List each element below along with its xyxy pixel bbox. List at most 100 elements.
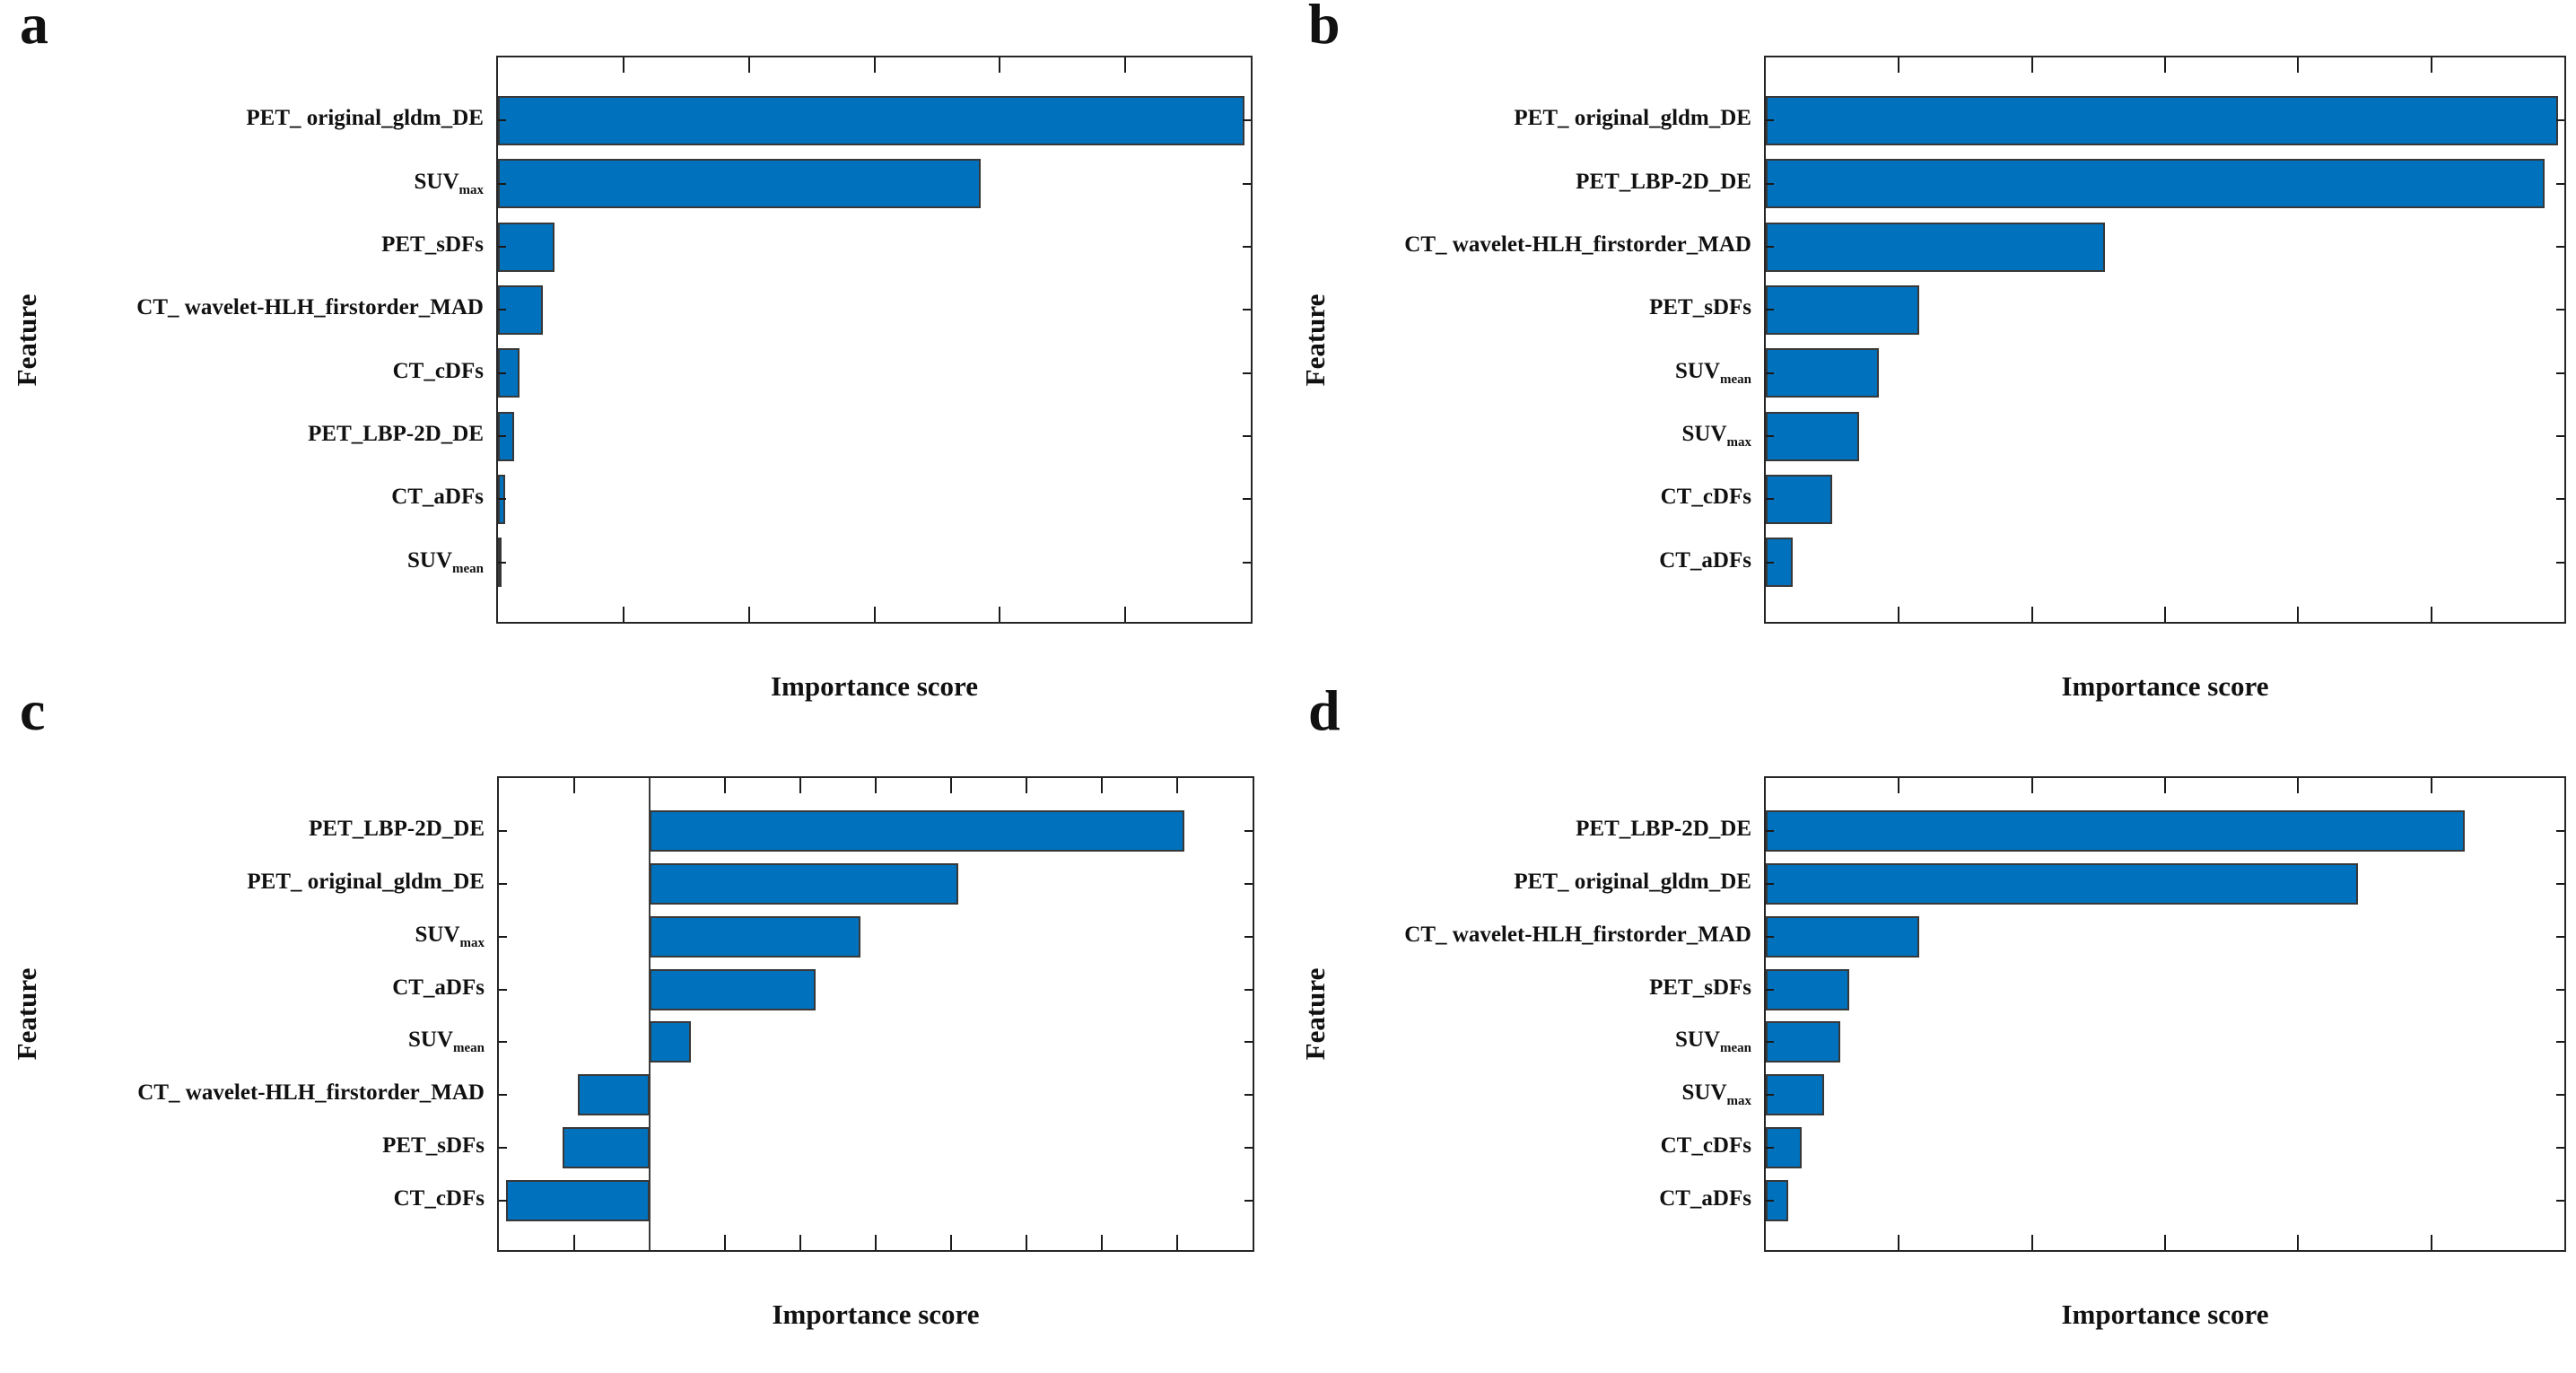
- x-tick: [2164, 607, 2166, 622]
- category-label: SUVmean: [406, 548, 484, 576]
- y-tick: [1766, 498, 1774, 500]
- bar-c-4: [650, 1021, 692, 1063]
- y-tick: [1766, 989, 1774, 991]
- bar-d-0: [1766, 810, 2465, 852]
- category-label: CT_ wavelet-HLH_firstorder_MAD: [137, 1080, 485, 1105]
- y-tick: [1766, 183, 1774, 185]
- x-tick: [1101, 1235, 1103, 1250]
- x-tick: [2297, 1235, 2300, 1250]
- category-label: CT_cDFs: [1660, 1133, 1751, 1158]
- x-tick: [622, 57, 624, 73]
- x-tick: [1026, 1235, 1027, 1250]
- zero-baseline: [649, 778, 651, 1250]
- x-tick: [875, 778, 877, 793]
- bar-d-1: [1766, 863, 2359, 905]
- x-tick: [950, 1235, 952, 1250]
- category-label: CT_aDFs: [392, 975, 485, 1000]
- y-tick: [1244, 830, 1253, 832]
- y-tick: [499, 883, 507, 885]
- category-label: CT_ wavelet-HLH_firstorder_MAD: [1404, 923, 1751, 947]
- panel-c-letter: c: [20, 678, 46, 742]
- panel-c: c Feature PET_LBP-2D_DE PET_ original_gld…: [0, 678, 1288, 1373]
- y-tick: [2556, 183, 2564, 185]
- bar-d-2: [1766, 916, 1919, 958]
- x-tick: [1898, 607, 1900, 622]
- category-label: PET_ original_gldm_DE: [1514, 870, 1751, 894]
- bar-d-6: [1766, 1127, 1803, 1168]
- y-tick: [499, 936, 507, 938]
- y-tick: [1766, 435, 1774, 437]
- bar-c-6: [563, 1127, 650, 1168]
- category-label: PET_LBP-2D_DE: [308, 422, 484, 446]
- y-tick: [2556, 1041, 2564, 1043]
- x-tick: [2164, 57, 2166, 73]
- panel-c-x-axis-label: Importance score: [772, 1299, 980, 1330]
- x-tick: [799, 778, 801, 793]
- category-label: PET_sDFs: [1649, 975, 1751, 1000]
- category-label: CT_cDFs: [393, 1186, 485, 1211]
- x-tick: [2297, 607, 2300, 622]
- panel-d-letter: d: [1308, 678, 1340, 742]
- y-tick: [1766, 1094, 1774, 1096]
- y-tick: [2556, 435, 2564, 437]
- y-tick: [1766, 1147, 1774, 1149]
- y-tick: [2556, 1094, 2564, 1096]
- x-tick: [747, 57, 750, 73]
- x-tick: [1176, 778, 1178, 793]
- category-label: CT_cDFs: [1660, 485, 1751, 509]
- category-label: CT_cDFs: [392, 359, 484, 383]
- y-tick: [499, 1094, 507, 1096]
- x-tick: [2030, 607, 2033, 622]
- y-tick: [1766, 562, 1774, 564]
- x-tick: [622, 607, 624, 622]
- y-tick: [2556, 830, 2564, 832]
- x-tick: [2164, 778, 2166, 793]
- y-tick: [1244, 1041, 1253, 1043]
- bar-c-7: [506, 1180, 650, 1221]
- x-tick: [799, 1235, 801, 1250]
- panel-b-letter: b: [1308, 0, 1340, 56]
- y-tick: [1244, 1094, 1253, 1096]
- x-tick: [875, 1235, 877, 1250]
- y-tick: [499, 989, 507, 991]
- bar-b-3: [1766, 285, 1919, 335]
- panel-d-x-axis-label: Importance score: [2061, 1299, 2269, 1330]
- y-tick: [2556, 498, 2564, 500]
- category-label: SUVmean: [407, 1028, 485, 1055]
- y-tick: [498, 246, 506, 248]
- bar-c-2: [650, 916, 861, 958]
- bar-b-0: [1766, 96, 2558, 145]
- category-label: SUVmax: [414, 170, 484, 197]
- y-tick: [498, 435, 506, 437]
- x-tick: [2430, 1235, 2432, 1250]
- y-tick: [1243, 435, 1251, 437]
- panel-d: d Feature PET_LBP-2D_DE PET_ original_gld…: [1288, 678, 2576, 1373]
- x-tick: [2030, 778, 2033, 793]
- y-tick: [498, 562, 506, 564]
- panel-b-x-axis-label: Importance score: [2061, 670, 2269, 702]
- panel-a-x-axis-label: Importance score: [770, 670, 978, 702]
- bar-b-1: [1766, 159, 2545, 208]
- bar-c-1: [650, 863, 959, 905]
- y-tick: [1244, 883, 1253, 885]
- y-tick: [1766, 309, 1774, 310]
- bar-c-0: [650, 810, 1185, 852]
- y-tick: [498, 119, 506, 121]
- y-tick: [2556, 119, 2564, 121]
- y-tick: [1766, 883, 1774, 885]
- category-label: SUVmean: [1674, 359, 1751, 387]
- y-tick: [499, 1147, 507, 1149]
- x-tick: [573, 778, 575, 793]
- y-tick: [1766, 1041, 1774, 1043]
- x-tick: [1898, 1235, 1900, 1250]
- category-label: SUVmax: [415, 923, 485, 950]
- y-tick: [499, 1041, 507, 1043]
- panel-a: a Feature PET_ original_gldm_DE SUVmax PET…: [0, 0, 1288, 702]
- x-tick: [2430, 778, 2432, 793]
- x-tick: [2430, 607, 2432, 622]
- x-tick: [2030, 57, 2033, 73]
- y-tick: [498, 498, 506, 500]
- x-tick: [2430, 57, 2432, 73]
- y-tick: [2556, 562, 2564, 564]
